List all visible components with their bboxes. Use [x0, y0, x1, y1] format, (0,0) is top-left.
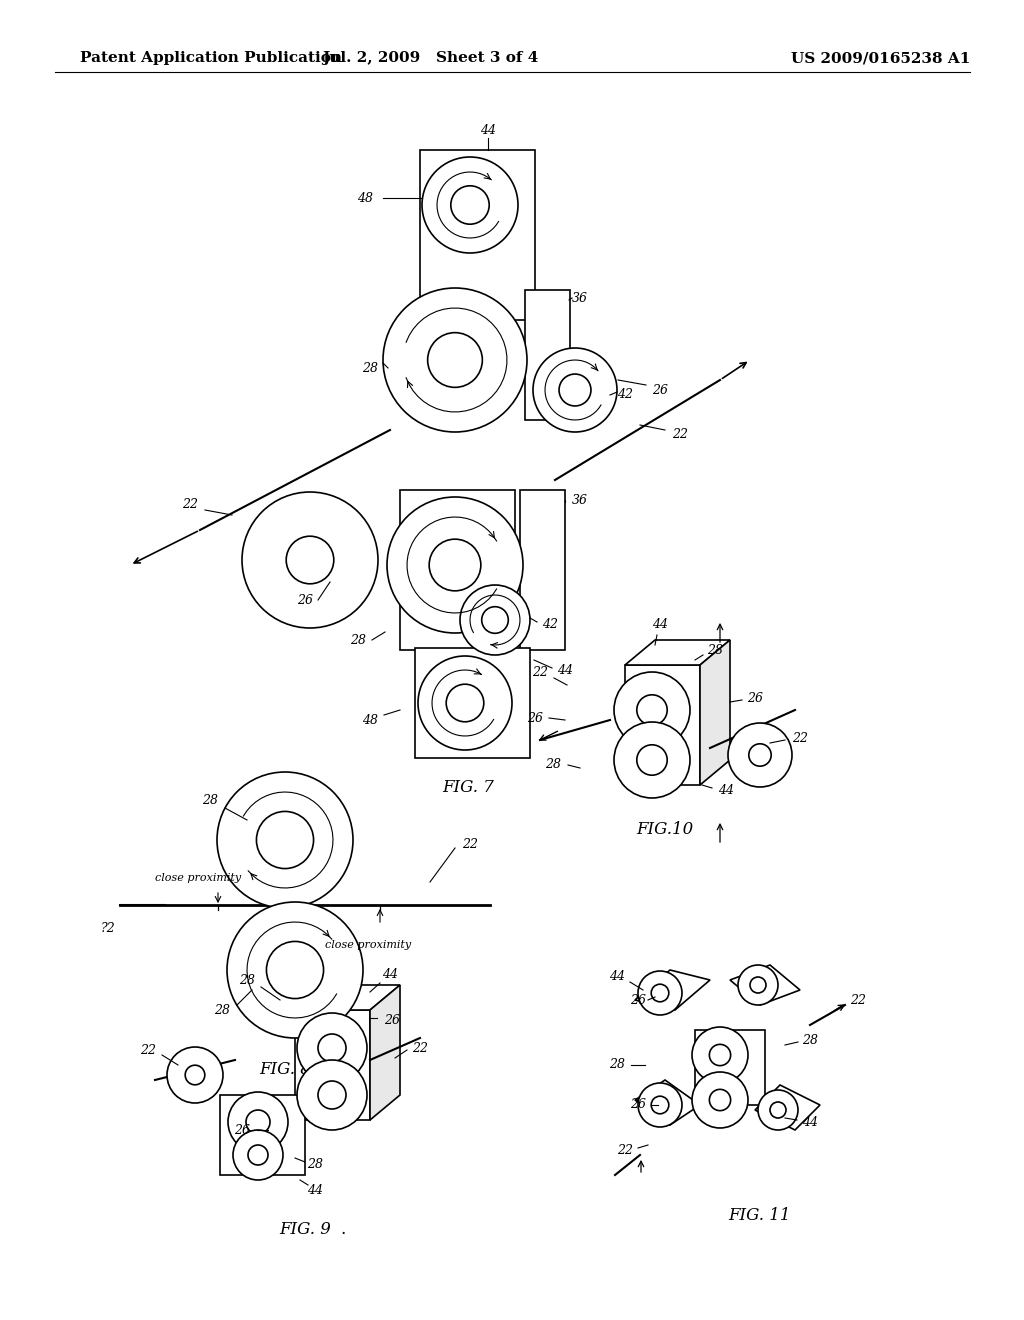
Text: 28: 28 [707, 644, 723, 656]
Circle shape [638, 972, 682, 1015]
Circle shape [227, 902, 362, 1038]
Circle shape [692, 1072, 748, 1129]
Bar [525, 290, 570, 420]
Circle shape [297, 1012, 367, 1082]
Bar [400, 490, 515, 649]
Polygon shape [635, 970, 710, 1010]
Bar [625, 665, 700, 785]
Circle shape [418, 656, 512, 750]
Text: .: . [340, 1221, 345, 1238]
Circle shape [638, 1082, 682, 1127]
Text: 28: 28 [609, 1059, 625, 1072]
Text: 44: 44 [480, 124, 496, 136]
Circle shape [217, 772, 353, 908]
Text: 44: 44 [382, 969, 398, 982]
Text: 22: 22 [672, 429, 688, 441]
Text: Patent Application Publication: Patent Application Publication [80, 51, 342, 65]
Circle shape [233, 1130, 283, 1180]
Text: 22: 22 [850, 994, 866, 1006]
Text: Jul. 2, 2009   Sheet 3 of 4: Jul. 2, 2009 Sheet 3 of 4 [322, 51, 539, 65]
Text: 22: 22 [412, 1041, 428, 1055]
Text: 44: 44 [652, 619, 668, 631]
Text: 44: 44 [718, 784, 734, 796]
Circle shape [460, 585, 530, 655]
Circle shape [692, 1027, 748, 1082]
Text: FIG. 9: FIG. 9 [280, 1221, 331, 1238]
Text: 26: 26 [652, 384, 668, 396]
Circle shape [758, 1090, 798, 1130]
Text: close proximity: close proximity [155, 873, 241, 883]
Text: 22: 22 [182, 499, 198, 511]
Text: 48: 48 [362, 714, 378, 726]
Text: ?2: ?2 [100, 921, 116, 935]
Text: 48: 48 [357, 191, 373, 205]
Text: 26: 26 [630, 1098, 646, 1111]
Bar [295, 1010, 370, 1119]
Text: 22: 22 [140, 1044, 156, 1056]
Text: FIG. 11: FIG. 11 [729, 1206, 792, 1224]
Text: 22: 22 [792, 731, 808, 744]
Text: 28: 28 [307, 1159, 323, 1172]
Text: 26: 26 [746, 692, 763, 705]
Text: 44: 44 [307, 1184, 323, 1196]
Text: 26: 26 [384, 1014, 400, 1027]
Text: 36: 36 [572, 292, 588, 305]
Text: 36: 36 [572, 494, 588, 507]
Circle shape [297, 1060, 367, 1130]
Bar [695, 1030, 765, 1105]
Text: 28: 28 [545, 759, 561, 771]
Polygon shape [370, 985, 400, 1119]
Bar [520, 490, 565, 649]
Circle shape [387, 498, 523, 634]
Circle shape [534, 348, 617, 432]
Polygon shape [635, 1080, 700, 1125]
Polygon shape [700, 640, 730, 785]
Text: FIG. 8: FIG. 8 [259, 1061, 311, 1078]
Polygon shape [755, 1085, 820, 1130]
Text: 26: 26 [527, 711, 543, 725]
Circle shape [614, 672, 690, 748]
Circle shape [738, 965, 778, 1005]
Text: 28: 28 [802, 1034, 818, 1047]
Text: 44: 44 [609, 970, 625, 983]
Text: 28: 28 [350, 634, 366, 647]
Circle shape [242, 492, 378, 628]
Text: 28: 28 [214, 1003, 230, 1016]
Circle shape [614, 722, 690, 799]
Text: 26: 26 [297, 594, 313, 606]
Bar [415, 648, 530, 758]
Text: 44: 44 [557, 664, 573, 676]
Text: 28: 28 [202, 793, 218, 807]
Polygon shape [295, 985, 400, 1010]
Bar [420, 150, 535, 319]
Text: 26: 26 [630, 994, 646, 1006]
Text: US 2009/0165238 A1: US 2009/0165238 A1 [791, 51, 970, 65]
Polygon shape [625, 640, 730, 665]
Text: 22: 22 [462, 838, 478, 851]
Circle shape [422, 157, 518, 253]
Text: 22: 22 [532, 667, 548, 680]
Text: 26: 26 [234, 1123, 250, 1137]
Circle shape [228, 1092, 288, 1152]
Text: 44: 44 [802, 1115, 818, 1129]
Text: 28: 28 [362, 362, 378, 375]
Text: 22: 22 [617, 1143, 633, 1156]
Text: 28: 28 [239, 974, 255, 986]
Circle shape [728, 723, 792, 787]
Bar [220, 1096, 305, 1175]
Polygon shape [730, 965, 800, 1005]
Text: close proximity: close proximity [325, 940, 411, 950]
Text: FIG. 7: FIG. 7 [442, 780, 494, 796]
Circle shape [167, 1047, 223, 1104]
Text: 42: 42 [617, 388, 633, 401]
Text: 42: 42 [542, 619, 558, 631]
Circle shape [383, 288, 527, 432]
Text: FIG.10: FIG.10 [636, 821, 693, 838]
